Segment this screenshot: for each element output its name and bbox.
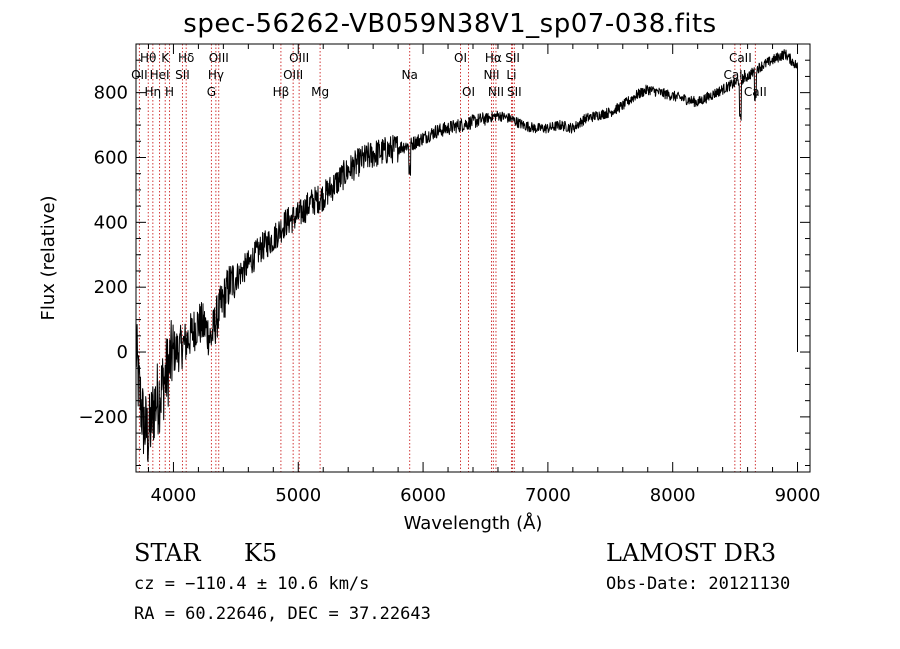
object-subclass: K5 bbox=[244, 539, 278, 567]
y-tick-label: 400 bbox=[94, 212, 128, 233]
spectral-line-label: OIII bbox=[209, 51, 229, 65]
spectrum-line bbox=[135, 49, 798, 463]
x-axis-label: Wavelength (Å) bbox=[404, 512, 543, 534]
redshift-velocity: cz = −110.4 ± 10.6 km/s bbox=[134, 574, 370, 594]
spectral-line-label: Hγ bbox=[208, 68, 224, 82]
spectral-line-label: CaII bbox=[729, 51, 752, 65]
x-tick-label: 5000 bbox=[275, 485, 321, 506]
axes: 4000 5000 6000 7000 8000 9000 −200 0 200 400 600 80… bbox=[38, 43, 821, 534]
y-axis-label: Flux (relative) bbox=[38, 195, 59, 320]
x-tick-label: 6000 bbox=[400, 485, 446, 506]
spectral-line-labels: Hθ OII Hη K HeI H Hδ SII OIII Hγ G Hβ OIII OIII Mg Na OI… bbox=[131, 51, 767, 99]
spectral-line-label: Hθ bbox=[140, 51, 156, 65]
x-tick-label: 8000 bbox=[650, 485, 696, 506]
chart-title: spec-56262-VB059N38V1_sp07-038.fits bbox=[183, 9, 717, 39]
y-tick-label: 600 bbox=[94, 147, 128, 168]
x-tick-label: 9000 bbox=[775, 485, 821, 506]
spectral-line-label: OIII bbox=[283, 68, 303, 82]
spectral-line-label: Hη bbox=[145, 85, 162, 99]
spectral-line-label: Hβ bbox=[273, 85, 290, 99]
object-class: STAR bbox=[134, 539, 201, 567]
spectral-line-label: Mg bbox=[311, 85, 329, 99]
y-tick-label: −200 bbox=[79, 407, 128, 428]
y-tick-label: 200 bbox=[94, 277, 128, 298]
spectral-line-label: NII bbox=[488, 85, 504, 99]
spectral-line-label: SII bbox=[507, 85, 522, 99]
spectral-line-label: OIII bbox=[289, 51, 309, 65]
plot-frame bbox=[135, 43, 811, 473]
spectral-line-label: CaII bbox=[723, 68, 746, 82]
spectral-line-markers bbox=[138, 44, 756, 472]
spectral-line-label: H bbox=[165, 85, 174, 99]
spectral-line-label: OI bbox=[454, 51, 467, 65]
survey-name: LAMOST DR3 bbox=[606, 539, 777, 567]
y-tick-label: 800 bbox=[94, 83, 128, 104]
observation-date: Obs-Date: 20121130 bbox=[606, 574, 791, 594]
spectrum-layer bbox=[135, 49, 798, 463]
spectral-line-label: Hδ bbox=[178, 51, 194, 65]
spectral-line-label: OI bbox=[462, 85, 475, 99]
spectral-line-label: Li bbox=[506, 68, 516, 82]
spectral-line-label: OII bbox=[131, 68, 148, 82]
coordinates: RA = 60.22646, DEC = 37.22643 bbox=[134, 604, 431, 624]
spectral-line-label: Hα bbox=[485, 51, 502, 65]
spectral-line-label: NII bbox=[483, 68, 499, 82]
spectral-line-label: G bbox=[207, 85, 216, 99]
y-tick-label: 0 bbox=[117, 342, 128, 363]
spectral-line-label: HeI bbox=[150, 68, 170, 82]
x-tick-label: 7000 bbox=[525, 485, 571, 506]
spectral-line-label: Na bbox=[402, 68, 418, 82]
spectral-line-label: SII bbox=[505, 51, 520, 65]
spectral-line-label: K bbox=[161, 51, 170, 65]
spectral-line-label: SII bbox=[175, 68, 190, 82]
x-tick-label: 4000 bbox=[151, 485, 197, 506]
